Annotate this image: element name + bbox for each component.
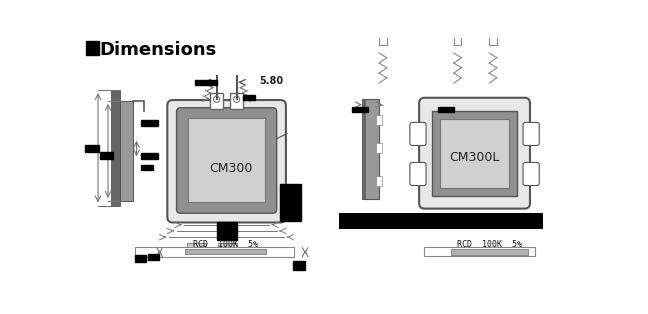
Bar — [362, 99, 366, 199]
Bar — [450, 249, 527, 255]
Bar — [376, 176, 382, 186]
Text: RCD  100K  5%: RCD 100K 5% — [192, 240, 257, 249]
Bar — [141, 153, 158, 159]
FancyBboxPatch shape — [176, 108, 277, 213]
Bar — [352, 107, 367, 112]
Text: RCD  100K  5%: RCD 100K 5% — [457, 240, 522, 249]
Bar — [218, 242, 237, 247]
Bar — [120, 101, 133, 201]
Bar — [111, 90, 120, 206]
Bar — [438, 107, 454, 112]
FancyBboxPatch shape — [523, 122, 539, 145]
Bar — [339, 213, 543, 229]
FancyBboxPatch shape — [410, 122, 426, 145]
FancyBboxPatch shape — [419, 98, 530, 208]
FancyBboxPatch shape — [167, 100, 286, 223]
Bar — [440, 118, 509, 188]
Bar — [376, 143, 382, 153]
Bar — [195, 80, 216, 85]
FancyBboxPatch shape — [523, 162, 539, 186]
Bar — [231, 93, 243, 109]
Bar — [243, 95, 255, 100]
Bar — [424, 247, 535, 256]
Bar — [280, 184, 301, 221]
Bar — [100, 152, 113, 159]
Bar — [216, 234, 237, 240]
Bar — [216, 222, 237, 228]
Bar — [216, 228, 237, 234]
Text: CM300L: CM300L — [449, 150, 500, 164]
Text: 5.80: 5.80 — [260, 76, 284, 86]
Bar — [135, 247, 294, 257]
Bar — [185, 249, 266, 254]
Circle shape — [214, 96, 220, 102]
Bar — [293, 261, 305, 270]
Bar — [489, 0, 497, 46]
Bar — [211, 93, 223, 109]
Bar — [379, 0, 387, 46]
Bar — [141, 165, 154, 170]
Bar — [362, 99, 379, 199]
Bar — [188, 118, 265, 202]
Bar — [135, 255, 146, 262]
Bar — [432, 111, 517, 196]
Text: Dimensions: Dimensions — [100, 41, 217, 59]
FancyBboxPatch shape — [410, 162, 426, 186]
Bar — [85, 145, 98, 152]
Bar — [148, 254, 159, 260]
Bar — [86, 41, 98, 55]
Circle shape — [233, 96, 240, 102]
Text: CM300: CM300 — [209, 162, 252, 175]
Bar — [454, 0, 461, 46]
Bar — [141, 120, 158, 126]
Bar — [187, 242, 206, 247]
Bar — [376, 115, 382, 125]
